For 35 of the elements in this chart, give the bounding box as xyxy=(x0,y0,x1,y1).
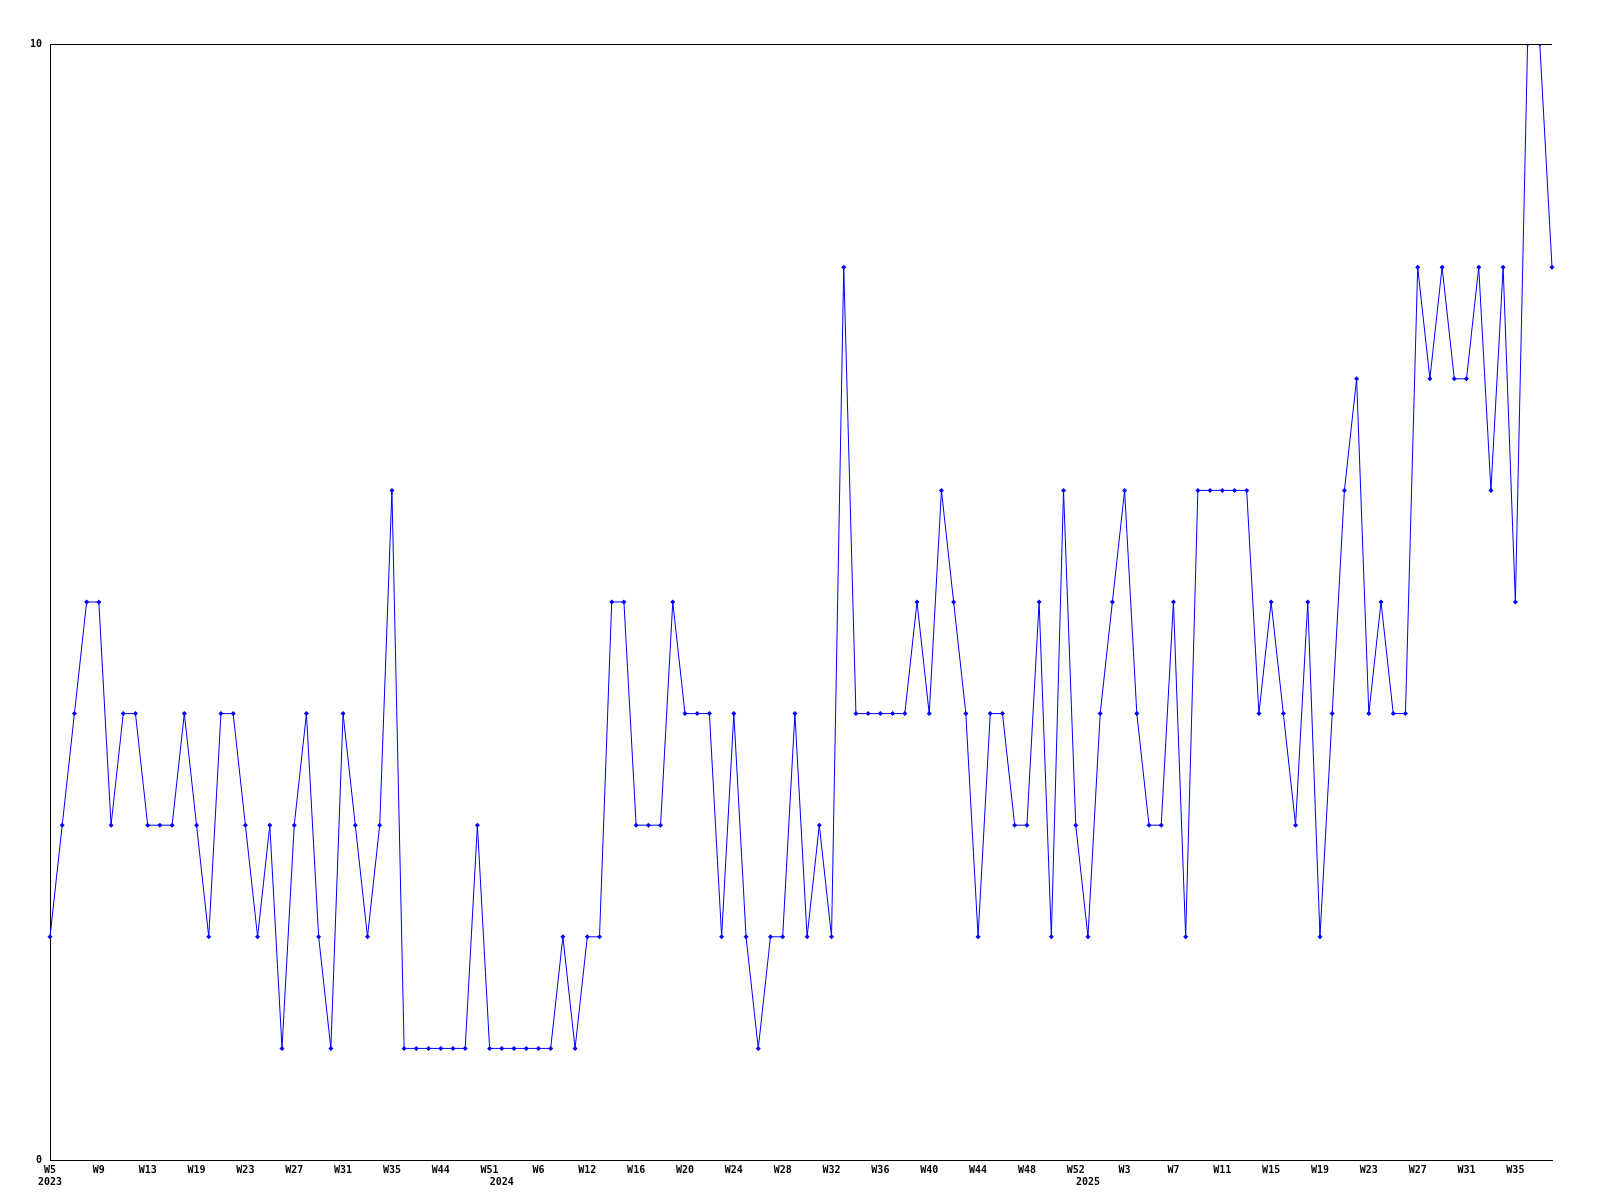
x-tick-label: W6 xyxy=(532,1163,545,1175)
x-tick-label: W44 xyxy=(969,1163,988,1175)
x-tick-label: W31 xyxy=(334,1163,353,1175)
x-tick-label: W7 xyxy=(1167,1163,1180,1175)
x-tick-label: W27 xyxy=(1408,1163,1427,1175)
x-tick-label: W3 xyxy=(1118,1163,1131,1175)
x-tick-label: 2025 xyxy=(1075,1175,1101,1187)
y-tick-label: 10 xyxy=(29,37,42,49)
x-tick-label: W23 xyxy=(236,1163,255,1175)
x-tick-label: W12 xyxy=(578,1163,597,1175)
x-tick-label: W52 xyxy=(1066,1163,1085,1175)
x-tick-label: W28 xyxy=(773,1163,792,1175)
x-tick-label: 2024 xyxy=(489,1175,514,1187)
x-tick-label: W16 xyxy=(627,1163,646,1175)
x-tick-label: W31 xyxy=(1457,1163,1476,1175)
x-tick-label: W19 xyxy=(1310,1163,1330,1175)
x-tick-label: W51 xyxy=(480,1163,499,1175)
x-tick-label: W15 xyxy=(1262,1163,1281,1175)
x-tick-label: W11 xyxy=(1213,1163,1232,1175)
x-tick-label: W19 xyxy=(187,1163,206,1175)
x-tick-label: W36 xyxy=(871,1163,890,1175)
x-tick-label: W9 xyxy=(92,1163,105,1175)
x-tick-label: W32 xyxy=(822,1163,841,1175)
x-tick-label: W35 xyxy=(382,1163,401,1175)
x-tick-label: W27 xyxy=(285,1163,304,1175)
x-tick-label: W40 xyxy=(920,1163,939,1175)
x-tick-label: W5 2023 xyxy=(37,1163,63,1187)
y-tick-label: 0 xyxy=(35,1153,42,1165)
x-tick-label: W35 xyxy=(1506,1163,1525,1175)
x-tick-label: W44 xyxy=(431,1163,450,1175)
x-tick-label: W20 xyxy=(675,1163,695,1175)
x-tick-label: W48 xyxy=(1017,1163,1036,1175)
x-tick-label: W23 xyxy=(1359,1163,1378,1175)
x-tick-label: W24 xyxy=(724,1163,743,1175)
x-tick-label: W13 xyxy=(138,1163,157,1175)
